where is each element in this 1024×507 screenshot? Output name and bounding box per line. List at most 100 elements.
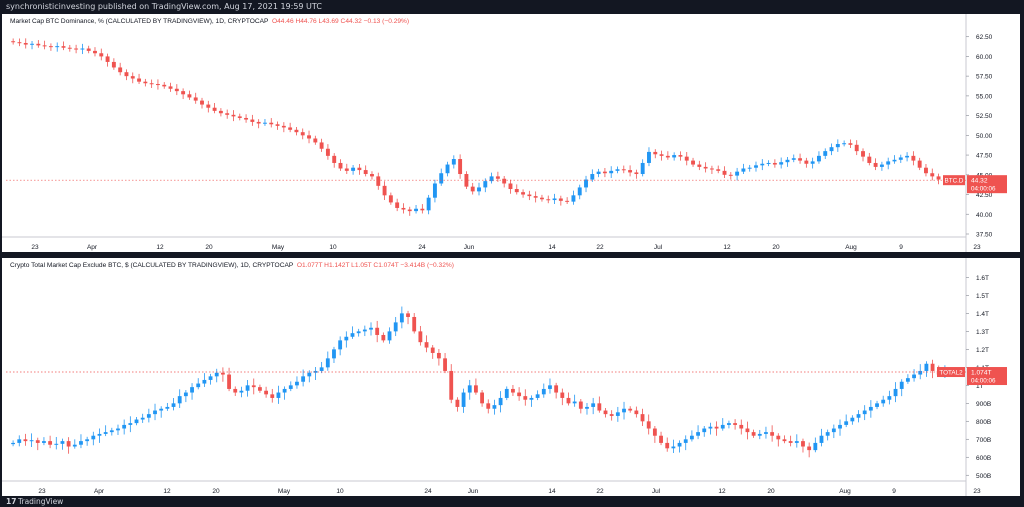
y-tick-label: 1.2T xyxy=(976,347,989,354)
candle-body xyxy=(684,156,689,161)
candle-body xyxy=(406,313,410,317)
candle-body xyxy=(905,378,910,382)
candle-body xyxy=(511,388,515,393)
candle-body xyxy=(886,161,891,165)
candle-body xyxy=(231,114,236,117)
candle-body xyxy=(728,174,733,176)
candle-body xyxy=(467,385,472,393)
candle-body xyxy=(294,129,299,133)
btc-dominance-chart[interactable]: 62.5060.0057.5055.0052.5050.0047.5045.00… xyxy=(2,14,1020,252)
candle-body xyxy=(399,313,404,323)
price-tag-symbol-bg xyxy=(943,175,965,186)
candle-body xyxy=(703,166,708,169)
candle-body xyxy=(171,403,176,407)
candle-body xyxy=(464,174,469,187)
candle-body xyxy=(609,170,614,174)
candle-body xyxy=(772,162,777,165)
y-tick-label: 40.00 xyxy=(976,212,993,219)
candle-body xyxy=(67,47,72,49)
x-tick-label: Apr xyxy=(94,488,105,495)
x-tick-label: 24 xyxy=(418,244,426,251)
candle-body xyxy=(791,158,796,160)
candle-body xyxy=(23,439,28,442)
candle-body xyxy=(200,100,204,105)
candle-body xyxy=(86,48,91,51)
y-tick-label: 800B xyxy=(976,419,991,426)
candle-body xyxy=(470,186,475,192)
candle-body xyxy=(566,397,571,404)
candle-body xyxy=(332,349,336,359)
candle-body xyxy=(702,428,707,433)
price-tag-value: 44.32 xyxy=(971,178,988,185)
candle-body xyxy=(696,432,700,436)
candle-body xyxy=(652,428,657,436)
candle-body xyxy=(116,428,120,431)
y-tick-label: 55.00 xyxy=(976,93,993,100)
candle-body xyxy=(11,442,15,445)
candle-body xyxy=(124,72,129,77)
y-tick-label: 52.50 xyxy=(976,113,993,120)
candle-body xyxy=(628,408,633,411)
price-tag-symbol-bg xyxy=(937,367,965,378)
candle-body xyxy=(137,78,142,82)
candle-body xyxy=(911,155,916,161)
candle-body xyxy=(430,347,435,353)
candle-body xyxy=(492,405,497,409)
candle-body xyxy=(208,376,213,380)
candle-body xyxy=(301,376,306,382)
candle-body xyxy=(873,162,878,167)
candle-body xyxy=(66,441,71,447)
x-tick-label: 20 xyxy=(772,244,780,251)
candle-body xyxy=(370,174,374,177)
candle-body xyxy=(571,195,576,202)
candle-body xyxy=(105,56,110,62)
total2-legend-values: O1.077T H1.142T L1.05T C1.074T −3.414B (… xyxy=(296,262,454,269)
y-tick-label: 50.00 xyxy=(976,133,993,140)
footer: 17 TradingView xyxy=(0,496,1024,507)
candle-body xyxy=(111,61,116,68)
candle-body xyxy=(332,155,337,163)
candle-body xyxy=(930,363,935,371)
candle-body xyxy=(307,372,312,377)
x-tick-label: May xyxy=(272,244,285,251)
candle-body xyxy=(816,155,821,162)
candle-body xyxy=(395,202,400,208)
candle-body xyxy=(206,104,211,108)
candle-body xyxy=(143,81,148,84)
candle-body xyxy=(55,46,60,48)
candle-body xyxy=(850,417,855,422)
candle-body xyxy=(451,159,456,165)
publish-header: synchronisticinvesting published on Trad… xyxy=(0,0,1024,14)
total2-chart[interactable]: 1.6T1.5T1.4T1.3T1.2T1.1T1T900B800B700B60… xyxy=(2,258,1020,496)
total2-legend: Crypto Total Market Cap Exclude BTC, $ (… xyxy=(10,262,454,269)
candle-body xyxy=(733,423,738,425)
candle-body xyxy=(356,331,361,334)
y-tick-label: 1.4T xyxy=(976,311,989,318)
candle-body xyxy=(659,435,663,443)
candle-body xyxy=(640,414,645,422)
candle-body xyxy=(387,331,392,341)
x-tick-label: 23 xyxy=(31,244,39,251)
candle-body xyxy=(813,442,818,451)
candle-body xyxy=(288,385,293,389)
candle-body xyxy=(854,144,859,152)
candle-body xyxy=(99,53,104,57)
btc-dominance-pane[interactable]: 62.5060.0057.5055.0052.5050.0047.5045.00… xyxy=(2,14,1020,252)
candle-body xyxy=(936,176,941,180)
x-tick-label: Jun xyxy=(468,488,479,495)
candle-body xyxy=(134,419,139,424)
candle-body xyxy=(233,388,238,393)
btc-dominance-legend-label: Market Cap BTC Dominance, % (CALCULATED … xyxy=(10,18,269,25)
candle-body xyxy=(181,91,186,95)
candle-body xyxy=(307,135,311,139)
candle-body xyxy=(621,169,626,171)
candle-body xyxy=(407,209,412,212)
publish-line: synchronisticinvesting published on Trad… xyxy=(6,2,322,11)
y-tick-label: 700B xyxy=(976,437,991,444)
btc-dominance-legend-values: O44.46 H44.76 L43.69 C44.32 −0.13 (−0.29… xyxy=(272,18,410,25)
candle-body xyxy=(375,327,380,335)
x-tick-label: Aug xyxy=(845,244,857,251)
total2-pane[interactable]: 1.6T1.5T1.4T1.3T1.2T1.1T1T900B800B700B60… xyxy=(2,258,1020,496)
candle-body xyxy=(276,392,281,398)
pane-divider[interactable] xyxy=(0,252,1024,258)
